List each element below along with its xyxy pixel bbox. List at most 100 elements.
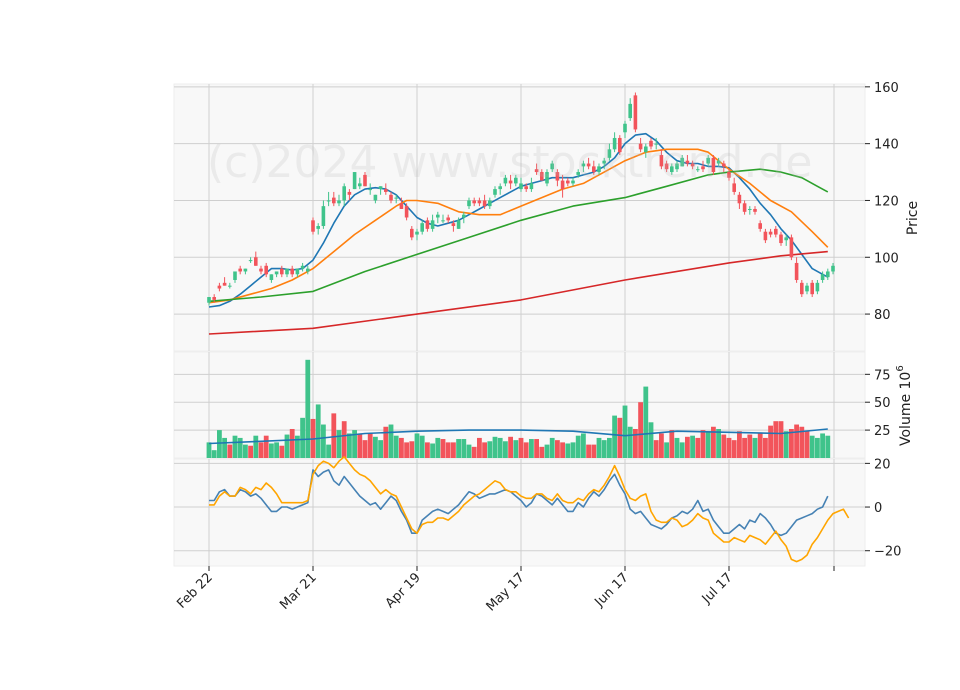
volume-bar [622,405,628,458]
oscillator-panel: 20 0 −20 [173,455,901,567]
volume-bar [648,422,654,458]
volume-bar [763,437,768,458]
candle-body [768,231,773,235]
volume-bar [227,444,233,458]
volume-bar [279,445,285,458]
candle-body [259,268,263,272]
volume-bar [544,444,550,458]
candle-body [711,157,716,173]
candle-body [378,186,383,190]
volume-bar [352,430,357,458]
volume-bar [269,443,274,458]
candle-body [488,200,492,207]
volume-bar [482,442,487,458]
volume-bar [326,444,331,458]
candle-body [820,274,825,280]
y-tick-label: 20 [874,457,891,472]
candle-body [451,223,456,227]
volume-bar [768,425,773,458]
volume-panel: 25 50 75 Volume 106 [173,351,914,459]
price-panel: 80 100 120 140 160 Price [173,81,921,352]
candle-body [399,203,404,209]
candle-body [363,174,367,187]
volume-bar [742,437,747,458]
candle-body [815,282,820,292]
y-tick-label: 120 [874,194,899,209]
candle-body [664,163,669,170]
candle-body [358,183,362,187]
y-tick-label: 25 [874,424,891,439]
volume-bar [799,426,805,458]
candle-body [659,155,664,167]
volume-bar [695,437,701,458]
candle-body [722,163,726,167]
candle-body [467,200,471,207]
candle-body [732,183,736,192]
candle-body [779,234,783,244]
candle-body [514,177,518,184]
volume-bar [445,442,451,458]
volume-bar [653,440,659,458]
candle-body [410,228,414,238]
volume-bar [336,430,342,458]
volume-bar [825,435,831,458]
volume-bar [347,433,352,458]
candle-body [545,172,549,184]
candle-body [280,268,284,275]
volume-bar [534,439,539,458]
candle-body [274,271,279,275]
y-tick-label: −20 [874,545,901,560]
volume-bar [757,433,763,458]
candle-body [529,183,534,190]
candle-body [290,268,294,275]
volume-bar [664,442,669,458]
candle-body [482,200,487,207]
volume-bar [487,441,493,458]
candle-body [337,200,341,204]
candle-body [503,177,508,184]
moving-average-line-4 [208,250,828,335]
volume-bar [820,433,825,458]
volume-bar [586,444,591,458]
candle-body [342,186,346,201]
volume-bar [809,435,815,458]
candle-body [456,220,461,229]
volume-bar [248,445,253,458]
volume-bar [217,430,222,458]
volume-bar [206,442,212,458]
volume-bar [456,439,461,458]
volume-bar [633,428,638,458]
candle-body [228,285,232,287]
candle-body [831,265,835,272]
volume-bar [783,431,789,458]
candle-body [581,163,586,167]
volume-bar [399,437,404,458]
candle-body [670,166,674,173]
volume-axis-label: Volume 106 [895,365,914,446]
volume-bar [804,431,810,458]
candle-body [633,95,638,130]
candle-body [441,220,445,222]
candle-body [805,285,809,292]
candle-body [321,206,326,227]
volume-bar [497,437,503,458]
volume-bar [373,436,378,458]
volume-bar [685,436,690,458]
volume-bar [315,404,321,458]
volume-bar [357,433,363,458]
y-tick-label: 140 [874,138,899,153]
volume-bar [752,437,758,458]
candle-body [425,220,430,229]
x-tick-label: Jun 17 [592,570,632,610]
volume-bar [508,436,513,458]
volume-bar [440,439,446,458]
candle-body [753,208,757,212]
candle-body [826,271,830,278]
candle-body [389,194,393,201]
volume-bar [747,434,753,458]
volume-average-line [208,428,828,445]
price-panel-background [173,83,866,352]
candle-body [404,206,409,218]
candle-body [373,194,378,201]
volume-bar [679,442,685,458]
